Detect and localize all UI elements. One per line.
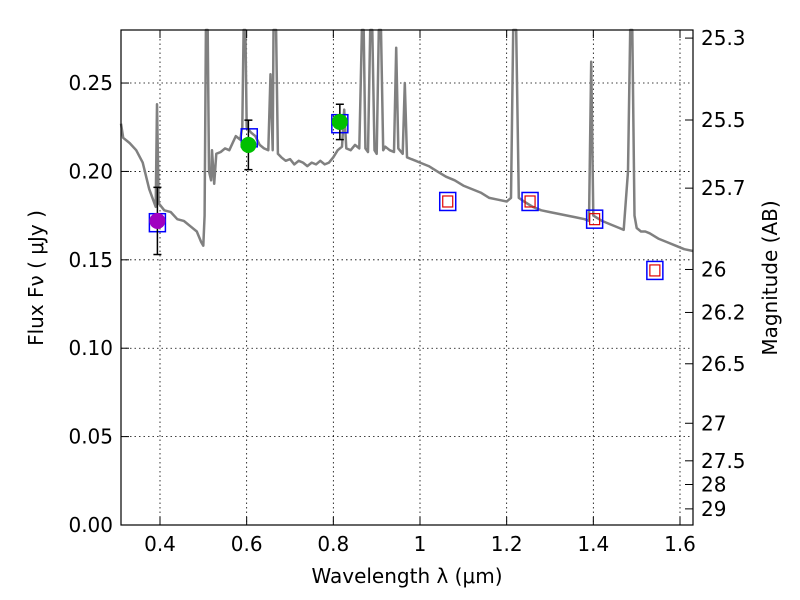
model-jh-square — [585, 209, 604, 229]
y-tick-label: 0.00 — [68, 513, 113, 537]
model-jh-inner-square — [589, 213, 601, 226]
x-tick-label: 0.4 — [144, 532, 176, 556]
y-tick-label: 0.25 — [68, 71, 113, 95]
y2-tick-label: 29 — [701, 497, 726, 521]
y-tick-label: 0.05 — [68, 425, 113, 449]
y-axis-label: Flux Fν ( μJy ) — [24, 210, 48, 346]
x-tick-label: 0.8 — [317, 532, 349, 556]
grid-layer — [121, 30, 693, 526]
y2-tick-label: 28 — [701, 473, 726, 497]
x-tick-label: 0.6 — [231, 532, 263, 556]
y2-tick-label: 25.7 — [701, 176, 746, 200]
y2-axis-label: Magnitude (AB) — [758, 200, 782, 355]
points-layer — [148, 103, 664, 281]
model-y-square — [438, 191, 457, 212]
model-layer — [119, 28, 694, 253]
y2-tick-label: 25.3 — [701, 26, 746, 50]
y2-tick-label: 26.5 — [701, 352, 746, 376]
model-y-inner-square — [442, 195, 454, 208]
y2-tick-label: 26.2 — [701, 300, 746, 324]
sed-model-line — [119, 28, 694, 253]
model-h-inner-square — [649, 264, 661, 277]
x-tick-label: 1.2 — [491, 532, 523, 556]
ticks-layer: 0.4 0.6 0.8 1 1.2 1.4 1.6 0.00 0.05 0.10 0.15 0.20 0… — [68, 26, 745, 556]
plot-frame — [120, 29, 694, 526]
x-tick-label: 1.6 — [664, 532, 696, 556]
obs-i-point — [331, 113, 348, 130]
y-tick-label: 0.15 — [68, 248, 113, 272]
y2-tick-label: 26 — [701, 257, 726, 281]
x-tick-label: 1 — [414, 532, 427, 556]
x-tick-label: 1.4 — [577, 532, 609, 556]
y-tick-label: 0.20 — [68, 159, 113, 183]
y-tick-label: 0.10 — [68, 336, 113, 360]
model-h-square — [646, 260, 664, 281]
model-j-inner-square — [524, 195, 536, 208]
y2-tick-label: 25.5 — [701, 108, 746, 132]
obs-r-point — [240, 136, 257, 153]
y2-tick-label: 27 — [701, 411, 726, 435]
model-j-square — [521, 191, 539, 212]
obs-u-point — [149, 212, 166, 229]
y2-tick-label: 27.5 — [701, 449, 746, 473]
x-axis-label: Wavelength λ (μm) — [311, 564, 502, 588]
